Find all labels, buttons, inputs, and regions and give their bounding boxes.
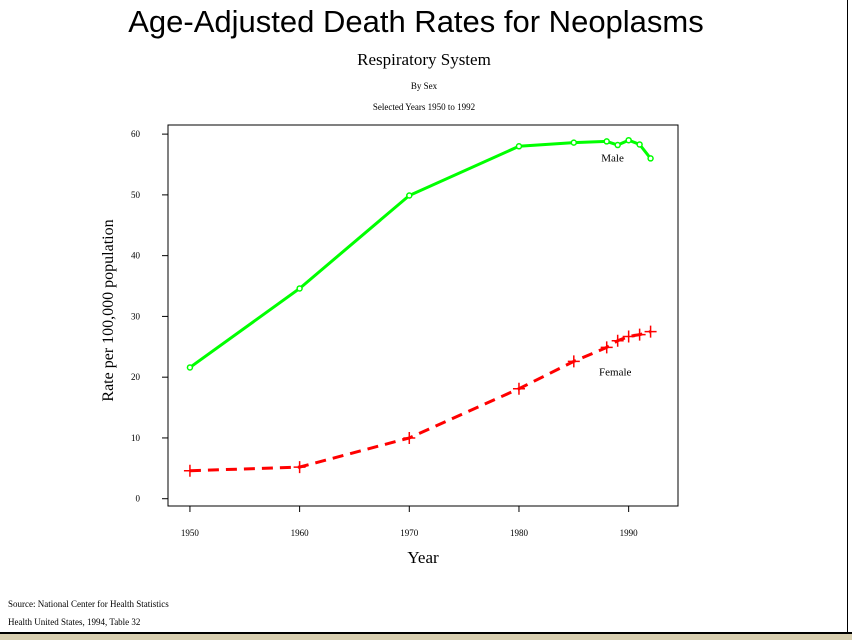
x-axis-label: Year — [407, 548, 439, 567]
series-label: Male — [601, 152, 624, 164]
data-point — [600, 341, 613, 354]
data-point — [403, 431, 416, 444]
x-tick-label: 1960 — [291, 528, 310, 538]
line-chart: 0 10 20 30 40 50 60 1950 1960 1970 1980 1990 Year Rat… — [100, 124, 679, 567]
chart-title: Age-Adjusted Death Rates for Neoplasms — [128, 4, 704, 39]
data-point — [636, 141, 643, 148]
chart-subtitle-years: Selected Years 1950 to 1992 — [372, 102, 476, 112]
data-point — [603, 138, 610, 145]
data-point — [622, 330, 635, 343]
y-tick-label: 60 — [131, 129, 141, 139]
series-male: Male — [186, 136, 654, 371]
data-point — [183, 464, 196, 477]
x-tick-label: 1950 — [181, 528, 200, 538]
data-point — [633, 328, 646, 341]
data-point — [644, 325, 657, 338]
y-axis-label: Rate per 100,000 population — [100, 219, 117, 401]
data-point — [611, 334, 624, 347]
data-point — [512, 382, 525, 395]
x-tick-label: 1990 — [620, 528, 639, 538]
y-tick-label: 30 — [131, 311, 141, 321]
plot-frame — [167, 124, 679, 507]
chart-subtitle: Respiratory System — [357, 50, 491, 69]
data-point — [296, 285, 303, 292]
data-point — [293, 461, 306, 474]
data-point — [186, 364, 194, 371]
y-tick-label: 0 — [136, 494, 141, 504]
data-point — [647, 155, 654, 162]
data-point — [515, 143, 523, 150]
series-line — [189, 330, 651, 473]
data-point — [625, 136, 632, 144]
bottom-bar — [0, 632, 852, 640]
window-border — [847, 0, 848, 632]
series-line — [189, 138, 652, 369]
y-tick-label: 20 — [131, 372, 141, 382]
source-line: Source: National Center for Health Stati… — [8, 599, 169, 609]
data-point — [567, 355, 580, 368]
source-table: Health United States, 1994, Table 32 — [8, 617, 141, 627]
series-label: Female — [599, 366, 631, 378]
x-tick-label: 1980 — [510, 528, 529, 538]
data-point — [570, 139, 578, 146]
series-female: Female — [183, 325, 657, 477]
data-point — [614, 141, 621, 149]
data-point — [406, 192, 413, 199]
x-tick-label: 1970 — [400, 528, 419, 538]
y-tick-label: 50 — [131, 190, 141, 200]
y-tick-label: 10 — [131, 433, 141, 443]
y-tick-label: 40 — [131, 251, 141, 261]
chart-subtitle-sex: By Sex — [410, 81, 438, 91]
